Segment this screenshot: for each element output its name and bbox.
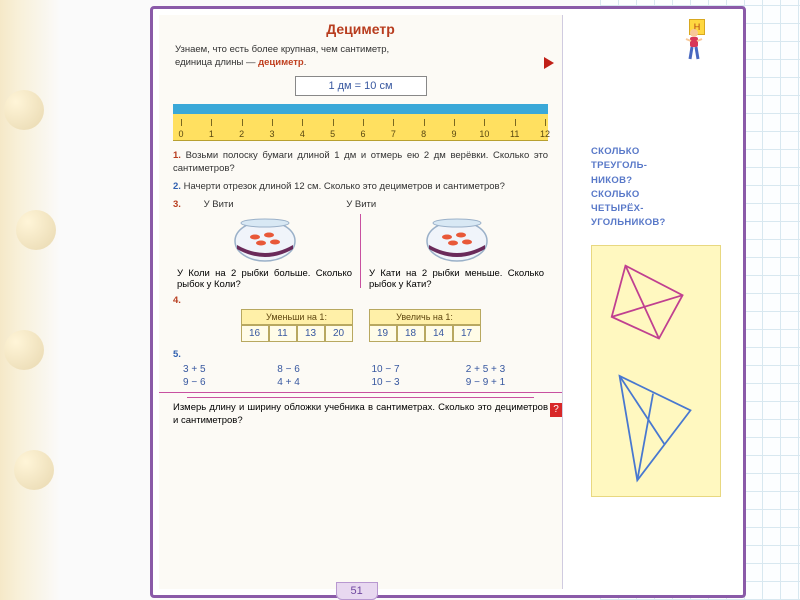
task-4-number: 4. (173, 295, 181, 306)
expression: 10 − 3 (372, 377, 454, 388)
kid-icon (679, 27, 709, 63)
ruler-number: 9 (451, 129, 456, 139)
task-3-left-head: У Вити (204, 199, 234, 210)
divider-short (187, 397, 534, 398)
task-4-minus-head: Уменьши на 1: (241, 309, 353, 325)
ruler-number: 7 (391, 129, 396, 139)
ruler-number: 8 (421, 129, 426, 139)
ruler-tick (454, 119, 455, 126)
sidebar-question: СКОЛЬКОТРЕУГОЛЬ-НИКОВ?СКОЛЬКОЧЕТЫРЁХ-УГО… (591, 145, 729, 231)
task-3-right-text: У Кати на 2 рыбки меньше. Сколько рыбок … (369, 268, 544, 290)
intro-accent: дециметр (258, 57, 304, 68)
task-3-divider (360, 214, 361, 288)
bottom-task-text: Измерь длину и ширину обложки учебника в… (173, 402, 548, 426)
left-decoration (0, 0, 60, 600)
expression: 10 − 7 (372, 364, 454, 375)
expression: 9 − 9 + 1 (466, 377, 548, 388)
ruler-number: 4 (300, 129, 305, 139)
ruler-tick (484, 119, 485, 126)
task-3-right-head: У Вити (346, 199, 376, 210)
expression: 8 − 6 (277, 364, 359, 375)
task-4-plus-row: 19181417 (369, 325, 481, 342)
task-4-plus-head: Увеличь на 1: (369, 309, 481, 325)
ruler-tick (545, 119, 546, 126)
decor-circle (14, 450, 54, 490)
expression: 4 + 4 (277, 377, 359, 388)
task-3-number: 3. (173, 199, 181, 210)
intro-line1: Узнаем, что есть более крупная, чем сант… (175, 44, 389, 55)
textbook-page: Дециметр Узнаем, что есть более крупная,… (150, 6, 746, 598)
task-4-minus-block: Уменьши на 1: 16111320 (241, 309, 353, 342)
ruler-number: 0 (178, 129, 183, 139)
task-1-text: Возьми полоску бумаги длиной 1 дм и отме… (173, 150, 548, 175)
ruler-number: 11 (510, 129, 519, 139)
table-cell: 19 (369, 325, 397, 342)
ruler-number: 1 (209, 129, 214, 139)
table-cell: 16 (241, 325, 269, 342)
ruler-tick (242, 119, 243, 126)
ruler-number: 12 (540, 129, 550, 139)
intro-text: Узнаем, что есть более крупная, чем сант… (175, 43, 546, 70)
ruler-tick (393, 119, 394, 126)
callout-arrow-icon (544, 57, 554, 69)
geometry-puzzle-box (591, 245, 721, 497)
ruler-number: 5 (330, 129, 335, 139)
task-1-number: 1. (173, 150, 181, 161)
question-badge: ? (550, 403, 562, 417)
task-4-minus-row: 16111320 (241, 325, 353, 342)
divider (159, 392, 562, 393)
table-cell: 14 (425, 325, 453, 342)
expression: 9 − 6 (183, 377, 265, 388)
task-4: 4. (173, 294, 548, 308)
ruler-number: 6 (360, 129, 365, 139)
ruler-tick (424, 119, 425, 126)
intro-line2-pre: единица длины — (175, 57, 258, 68)
table-cell: 11 (269, 325, 297, 342)
task-5-number: 5. (173, 349, 181, 360)
decor-circle (4, 90, 44, 130)
decor-circle (16, 210, 56, 250)
formula-box: 1 дм = 10 см (295, 76, 427, 96)
task-3-left-text: У Коли на 2 рыбки больше. Сколько рыбок … (177, 268, 352, 290)
bottom-task: Измерь длину и ширину обложки учебника в… (173, 401, 548, 428)
ruler-number: 10 (479, 129, 489, 139)
ruler-tick (181, 119, 182, 126)
side-column: Н СКОЛЬКОТРЕУГОЛЬ-НИКОВ?СКОЛЬКОЧЕТЫРЁХ-У… (569, 15, 739, 589)
page-number-wrap: 51 (336, 581, 386, 599)
page-title: Дециметр (167, 21, 554, 37)
task-3-right-col: У Кати на 2 рыбки меньше. Сколько рыбок … (365, 212, 548, 290)
task-4-tables: Уменьши на 1: 16111320 Увеличь на 1: 191… (173, 309, 548, 342)
task-2-number: 2. (173, 181, 181, 192)
expression: 2 + 5 + 3 (466, 364, 548, 375)
ruler-tick (515, 119, 516, 126)
main-column: Дециметр Узнаем, что есть более крупная,… (159, 15, 563, 589)
task-1: 1. Возьми полоску бумаги длиной 1 дм и о… (173, 149, 548, 177)
task-2: 2. Начерти отрезок длиной 12 см. Сколько… (173, 180, 548, 194)
page-number: 51 (336, 582, 378, 600)
ruler-tick (211, 119, 212, 126)
blue-strip (173, 104, 548, 114)
task-3-columns: У Коли на 2 рыбки больше. Сколько рыбок … (173, 212, 548, 290)
task-5-grid: 3 + 5 8 − 6 10 − 7 2 + 5 + 3 9 − 6 4 + 4 10 − … (183, 364, 548, 388)
table-cell: 20 (325, 325, 353, 342)
decor-circle (4, 330, 44, 370)
ruler-tick (272, 119, 273, 126)
ruler-number: 2 (239, 129, 244, 139)
table-cell: 17 (453, 325, 481, 342)
task-3-left-col: У Коли на 2 рыбки больше. Сколько рыбок … (173, 212, 356, 290)
fishbowl-icon (421, 215, 493, 265)
ruler-tick (302, 119, 303, 126)
ruler: 0123456789101112 (173, 114, 548, 141)
ruler-tick (363, 119, 364, 126)
task-2-text: Начерти отрезок длиной 12 см. Сколько эт… (184, 181, 505, 192)
task-5: 5. (173, 348, 548, 362)
task-4-plus-block: Увеличь на 1: 19181417 (369, 309, 481, 342)
ruler-tick (333, 119, 334, 126)
task-3-header: 3. У Вити У Вити (173, 198, 548, 212)
fishbowl-icon (229, 215, 301, 265)
ruler-number: 3 (269, 129, 274, 139)
table-cell: 13 (297, 325, 325, 342)
table-cell: 18 (397, 325, 425, 342)
expression: 3 + 5 (183, 364, 265, 375)
